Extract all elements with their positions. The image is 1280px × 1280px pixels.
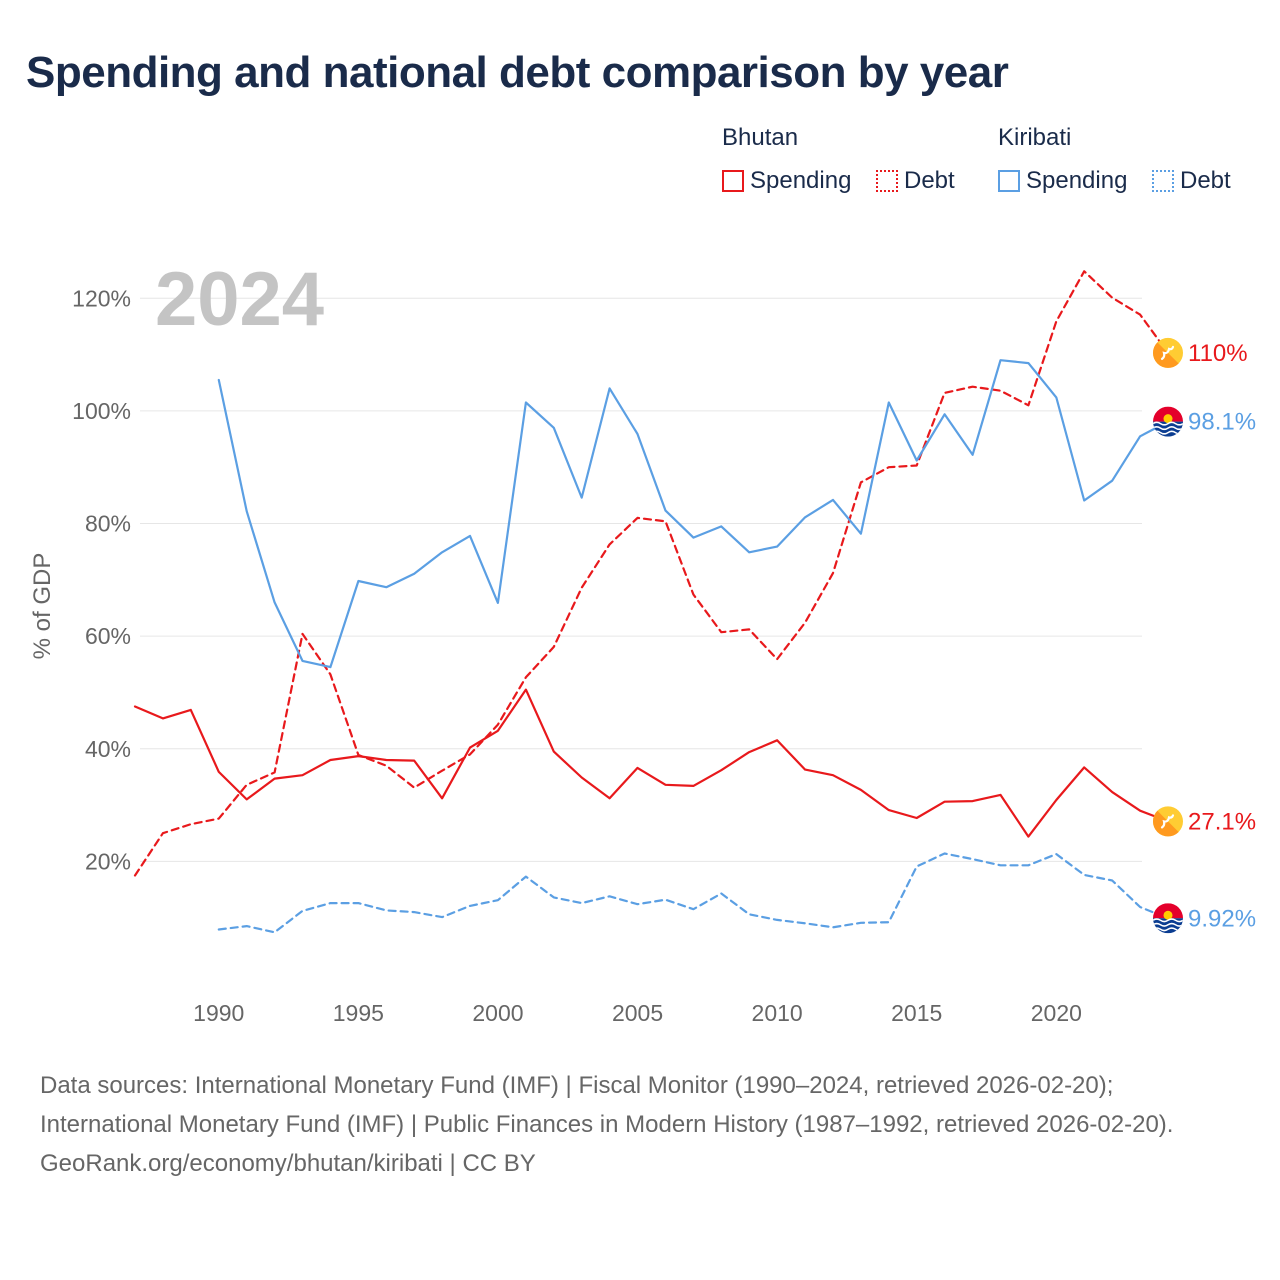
y-tick-label: 40% [85,736,131,762]
series-lines [133,270,1170,934]
end-label-kiribati-debt: 9.92% [1188,905,1256,932]
end-labels: 27.1% 110% 98.1% 9.92% [1153,337,1256,934]
legend-label-bhutan-spending: Spending [750,167,852,194]
x-axis: 1990 1995 2000 2005 2010 2015 2020 [193,1000,1082,1026]
series-line-bhutan-debt [133,270,1170,877]
legend-swatch-solid-blue [998,170,1020,192]
legend-swatch-dotted-red [876,170,898,192]
end-label-kiribati-spending: 98.1% [1188,409,1256,436]
y-axis: 20% 40% 60% 80% 100% 120% [72,285,131,874]
x-tick-label: 1990 [193,1000,244,1026]
credit-line[interactable]: GeoRank.org/economy/bhutan/kiribati | CC… [40,1150,536,1177]
end-label-bhutan-debt: 110% [1188,340,1248,367]
legend-label-kiribati-spending: Spending [1026,167,1128,194]
grid-lines [140,297,1142,862]
legend-label-bhutan-debt: Debt [904,167,955,194]
y-tick-label: 100% [72,398,131,424]
x-tick-label: 2010 [752,1000,803,1026]
end-label-bhutan-spending: 27.1% [1188,808,1256,835]
y-tick-label: 120% [72,285,131,311]
footer: Data sources: International Monetary Fun… [40,1066,1240,1183]
y-axis-title: % of GDP [29,553,56,660]
series-line-bhutan-spending [133,688,1170,838]
kiribati-flag-icon [1153,903,1183,934]
chart-title: Spending and national debt comparison by… [26,48,1009,97]
legend-bhutan-debt[interactable]: Debt [876,165,955,197]
legend-swatch-dotted-blue [1152,170,1174,192]
series-line-kiribati-debt [217,852,1170,934]
y-tick-label: 20% [85,848,131,874]
y-tick-label: 60% [85,623,131,649]
series-line-kiribati-spending [217,359,1170,669]
x-tick-label: 2000 [472,1000,523,1026]
y-tick-label: 80% [85,511,131,537]
year-watermark: 2024 [155,257,324,342]
bhutan-flag-icon [1153,806,1183,837]
legend-label-kiribati-debt: Debt [1180,167,1231,194]
legend-group-kiribati: Kiribati [998,124,1072,151]
legend-kiribati-spending[interactable]: Spending [998,165,1127,197]
legend-bhutan-spending[interactable]: Spending [722,165,851,197]
x-tick-label: 2020 [1031,1000,1082,1026]
x-tick-label: 1995 [333,1000,384,1026]
x-tick-label: 2005 [612,1000,663,1026]
line-chart: 2024 20% 40% 60% 80% 100% 120% 1990 1995 2000 20… [29,257,1256,1026]
legend-group-bhutan: Bhutan [722,124,799,151]
x-tick-label: 2015 [891,1000,942,1026]
data-sources: Data sources: International Monetary Fun… [40,1072,1174,1138]
legend-swatch-solid-red [722,170,744,192]
legend-kiribati-debt[interactable]: Debt [1152,165,1231,197]
kiribati-flag-icon [1153,406,1183,437]
bhutan-flag-icon [1153,337,1183,368]
